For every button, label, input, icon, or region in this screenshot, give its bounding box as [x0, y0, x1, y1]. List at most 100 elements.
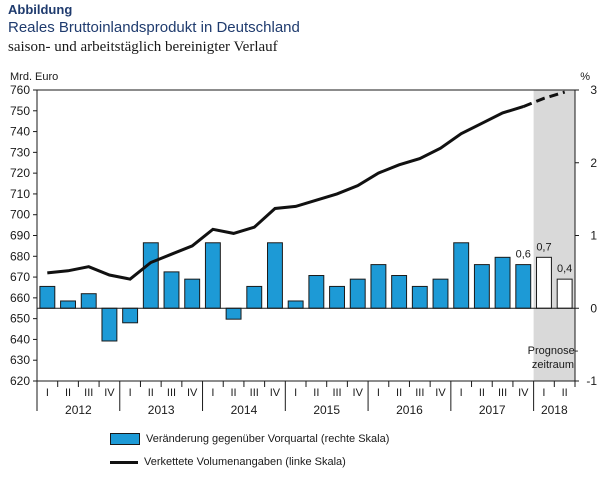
bar [60, 300, 76, 309]
left-tick-label: 740 [10, 125, 30, 139]
bar-data-label: 0,7 [536, 241, 551, 253]
quarter-label: III [84, 387, 93, 399]
legend-bars: Veränderung gegenüber Vorquartal (rechte… [110, 433, 390, 446]
bar [411, 285, 428, 309]
quarter-label: II [313, 387, 319, 399]
quarter-label: II [479, 387, 485, 399]
left-tick-label: 720 [10, 166, 30, 180]
year-label: 2014 [231, 403, 258, 417]
volume-line-forecast [522, 90, 566, 108]
quarter-label: II [148, 387, 154, 399]
left-tick-label: 700 [10, 208, 30, 222]
quarter-label: II [396, 387, 402, 399]
forecast-label-line2: zeitraum [532, 359, 574, 371]
chart-subtitle: saison- und arbeitstäglich bereinigter V… [8, 39, 278, 55]
right-tick-label: -1 [586, 374, 597, 388]
bar [39, 285, 56, 309]
quarter-label: I [129, 387, 132, 399]
legend-line-swatch [110, 460, 138, 464]
year-label: 2018 [541, 403, 568, 417]
quarter-label: IV [270, 387, 281, 399]
bar [391, 275, 408, 309]
x-axis: I II III IV I II III IV I II III IV I II III IV I II III IV… [36, 381, 576, 417]
quarter-label: III [250, 387, 259, 399]
bar [308, 275, 325, 309]
bar-data-label: 0,4 [557, 263, 572, 275]
quarter-label: I [377, 387, 380, 399]
legend-bar-label: Veränderung gegenüber Vorquartal (rechte… [146, 433, 390, 446]
bar [225, 307, 242, 320]
left-tick-label: 690 [10, 229, 30, 243]
left-tick-label: 710 [10, 187, 30, 201]
bar [204, 242, 221, 309]
left-tick-label: 630 [10, 353, 30, 367]
forecast-label-line1: Prognose- [528, 345, 579, 357]
quarter-label: IV [353, 387, 364, 399]
bar [432, 278, 449, 309]
left-tick-label: 670 [10, 270, 30, 284]
bar [349, 278, 366, 309]
quarter-label: I [294, 387, 297, 399]
quarter-label: IV [518, 387, 529, 399]
bar [80, 293, 97, 309]
bar [556, 278, 573, 309]
bar [101, 307, 118, 342]
bar [287, 300, 304, 309]
year-label: 2017 [479, 403, 506, 417]
forecast-band [533, 90, 575, 381]
left-tick-label: 680 [10, 249, 30, 263]
bar [246, 285, 263, 309]
bar [494, 256, 511, 309]
left-tick-label: 750 [10, 104, 30, 118]
quarter-label: I [211, 387, 214, 399]
quarter-label: III [498, 387, 507, 399]
right-tick-label: 2 [590, 156, 597, 170]
left-tick-label: 650 [10, 312, 30, 326]
year-label: 2013 [148, 403, 175, 417]
bar [473, 264, 490, 309]
legend-bar-swatch [110, 433, 140, 446]
quarter-label: III [415, 387, 424, 399]
bar [515, 264, 532, 309]
bar [453, 242, 470, 309]
quarter-label: I [460, 387, 463, 399]
year-label: 2016 [396, 403, 423, 417]
left-axis-label: Mrd. Euro [10, 71, 58, 83]
year-label: 2015 [313, 403, 340, 417]
right-tick-label: 1 [590, 229, 597, 243]
chart-title: Reales Bruttoinlandsprodukt in Deutschla… [8, 19, 300, 36]
bar-series [39, 242, 573, 342]
quarter-label: II [231, 387, 237, 399]
bar [267, 242, 283, 309]
quarter-label: IV [435, 387, 446, 399]
quarter-label: IV [104, 387, 115, 399]
bar [122, 307, 139, 324]
quarter-label: IV [187, 387, 198, 399]
left-axis: 620 630 640 650 660 670 680 690 700 710 720 730 740 7… [10, 83, 37, 388]
left-tick-label: 660 [10, 291, 30, 305]
bar [142, 242, 159, 309]
quarter-label: III [167, 387, 176, 399]
left-tick-label: 730 [10, 145, 30, 159]
right-axis-label: % [580, 71, 590, 83]
bar [184, 278, 201, 309]
right-tick-label: 0 [590, 301, 597, 315]
bar-data-label: 0,6 [516, 249, 531, 261]
legend-line: Verkettete Volumenangaben (linke Skala) [110, 456, 346, 468]
data-labels: 0,6 0,7 0,4 [516, 241, 573, 275]
bar [329, 285, 345, 309]
year-label: 2012 [65, 403, 92, 417]
right-tick-label: 3 [590, 83, 597, 97]
left-tick-label: 620 [10, 374, 30, 388]
plot-frame [36, 89, 576, 382]
quarter-label: III [332, 387, 341, 399]
quarter-label: I [46, 387, 49, 399]
figure-label: Abbildung [8, 2, 73, 17]
legend-line-label: Verkettete Volumenangaben (linke Skala) [144, 456, 346, 469]
left-tick-label: 760 [10, 83, 30, 97]
bar [370, 264, 387, 309]
bar [163, 271, 180, 309]
quarter-label: I [542, 387, 545, 399]
volume-line [47, 105, 524, 281]
